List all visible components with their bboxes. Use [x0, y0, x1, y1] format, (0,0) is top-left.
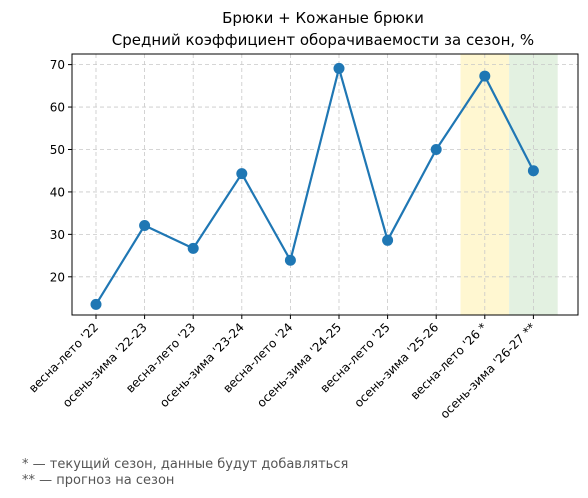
footnote-current-season: * — текущий сезон, данные будут добавлят… — [22, 457, 349, 472]
data-point — [382, 234, 394, 246]
x-tick-label: осень-зима '25-26 — [351, 320, 441, 410]
data-point — [527, 165, 539, 177]
data-point — [187, 242, 199, 254]
y-tick-label: 50 — [50, 143, 65, 157]
grid-lines — [72, 54, 578, 315]
series-line — [95, 67, 535, 305]
data-point — [139, 219, 151, 231]
data-point — [236, 168, 248, 180]
x-tick-label: осень-зима '23-24 — [157, 320, 247, 410]
y-tick-label: 20 — [50, 270, 65, 284]
highlight-band-1 — [460, 54, 510, 315]
chart-subtitle: Средний коэффициент оборачиваемости за с… — [112, 31, 534, 49]
footnote-forecast: ** — прогноз на сезон — [22, 473, 175, 488]
data-point — [430, 143, 442, 155]
y-tick-label: 70 — [50, 58, 65, 72]
data-point — [90, 298, 102, 310]
y-tick-label: 30 — [50, 228, 65, 242]
plot-frame — [71, 53, 579, 316]
y-tick-label: 40 — [50, 185, 65, 199]
x-tick-label: осень-зима '22-23 — [60, 320, 150, 410]
data-points — [90, 62, 539, 310]
x-tick-label: осень-зима '24-25 — [254, 320, 344, 410]
y-axis-ticks: 20 30 40 50 60 70 — [50, 58, 72, 284]
highlight-bands — [460, 54, 558, 315]
data-point — [333, 62, 345, 74]
chart-title: Брюки + Кожаные брюки — [222, 9, 424, 27]
series-line-layer — [95, 67, 535, 305]
y-tick-label: 60 — [50, 101, 65, 115]
x-tick-label: осень-зима '26-27 ** — [437, 320, 538, 421]
data-point — [284, 254, 296, 266]
highlight-band-2 — [509, 54, 558, 315]
data-point — [479, 70, 491, 82]
